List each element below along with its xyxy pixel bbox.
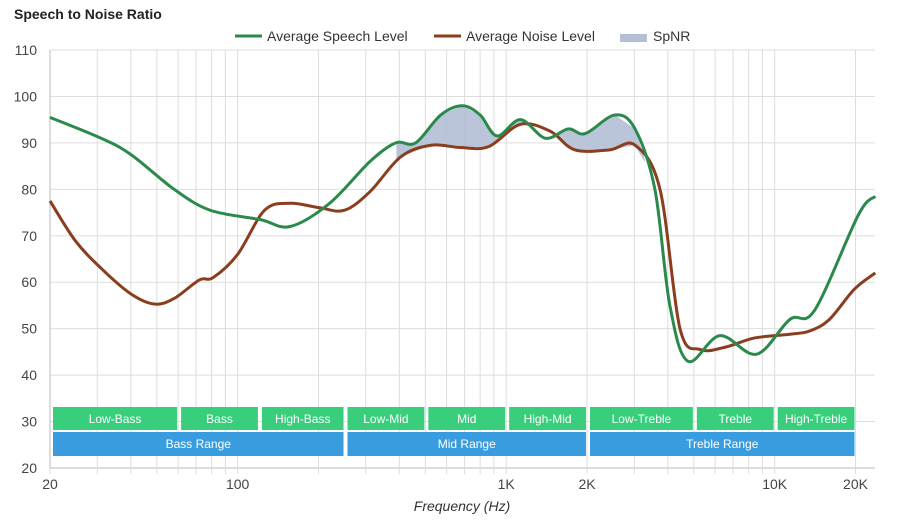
band-label: Low-Bass <box>89 412 142 426</box>
x-tick-label: 2K <box>578 476 596 492</box>
x-axis-label: Frequency (Hz) <box>414 498 510 514</box>
band-label: High-Mid <box>524 412 572 426</box>
legend-label: Average Noise Level <box>466 28 595 44</box>
band-high-bass <box>261 407 344 430</box>
y-tick-label: 70 <box>21 228 37 244</box>
band-label: Bass <box>206 412 233 426</box>
y-tick-label: 30 <box>21 414 37 430</box>
x-tick-label: 20 <box>42 476 58 492</box>
y-tick-label: 100 <box>14 88 38 104</box>
range-treble-range <box>590 432 855 456</box>
chart-title: Speech to Noise Ratio <box>14 6 162 22</box>
band-low-mid <box>347 407 425 430</box>
x-tick-label: 20K <box>843 476 869 492</box>
x-tick-label: 10K <box>762 476 788 492</box>
y-tick-label: 90 <box>21 135 37 151</box>
band-label: High-Treble <box>785 412 848 426</box>
legend-swatch <box>620 34 647 42</box>
range-mid-range <box>347 432 586 456</box>
x-tick-label: 1K <box>498 476 516 492</box>
range-label: Bass Range <box>166 437 232 451</box>
band-high-mid <box>509 407 586 430</box>
y-tick-label: 80 <box>21 181 37 197</box>
range-bass-range <box>53 432 344 456</box>
band-label: Low-Mid <box>363 412 408 426</box>
band-low-treble <box>590 407 693 430</box>
band-treble <box>696 407 774 430</box>
legend-label: Average Speech Level <box>267 28 408 44</box>
noise-level-line <box>48 122 877 353</box>
y-tick-label: 110 <box>15 42 38 58</box>
band-bass <box>181 407 258 430</box>
range-label: Treble Range <box>686 437 759 451</box>
range-label: Mid Range <box>438 437 496 451</box>
y-tick-label: 20 <box>21 460 37 476</box>
band-low-bass <box>53 407 178 430</box>
legend: Average Speech Level Average Noise Level S… <box>235 28 690 44</box>
legend-label: SpNR <box>653 28 690 44</box>
speech-level-line <box>49 104 877 364</box>
band-label: Mid <box>457 412 476 426</box>
x-tick-label: 100 <box>226 476 250 492</box>
y-tick-label: 40 <box>21 367 37 383</box>
spnr-area <box>396 105 645 163</box>
band-label: Low-Treble <box>612 412 672 426</box>
band-mid <box>428 407 506 430</box>
band-label: Treble <box>718 412 752 426</box>
band-high-treble <box>777 407 855 430</box>
y-tick-label: 50 <box>21 321 37 337</box>
band-label: High-Bass <box>275 412 330 426</box>
y-tick-label: 60 <box>21 274 37 290</box>
